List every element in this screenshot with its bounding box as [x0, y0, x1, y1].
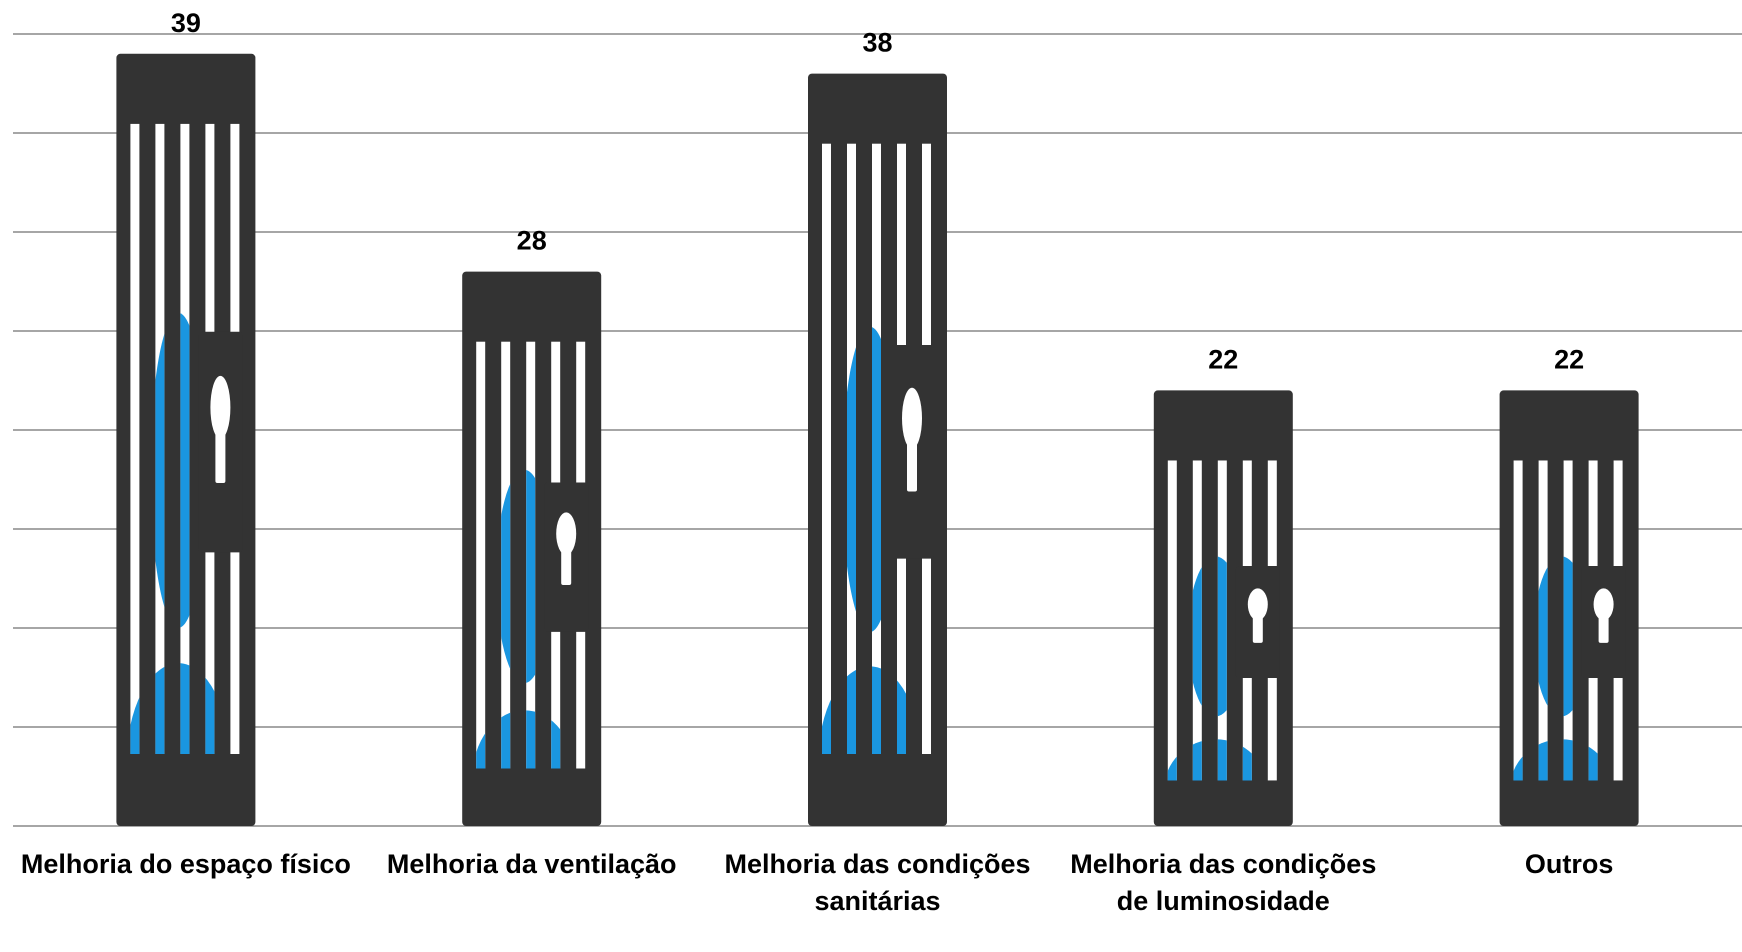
keyhole: [1253, 604, 1263, 642]
keyhole: [907, 418, 917, 491]
value-label: 38: [862, 28, 892, 58]
x-tick-label: Melhoria do espaço físico: [16, 846, 356, 883]
value-label: 22: [1208, 344, 1238, 374]
x-tick-label: Melhoria das condições sanitárias: [708, 846, 1048, 920]
value-label: 39: [171, 8, 201, 38]
x-tick-label: Melhoria da ventilação: [362, 846, 702, 883]
x-tick-label: Melhoria das condições de luminosidade: [1053, 846, 1393, 920]
keyhole: [561, 534, 571, 585]
x-tick-label: Outros: [1399, 846, 1739, 883]
value-label: 28: [517, 226, 547, 256]
keyhole: [215, 407, 225, 483]
keyhole: [1599, 604, 1609, 642]
chart: 3928382222 Melhoria do espaço físicoMelh…: [0, 0, 1742, 952]
chart-svg: 39 28 38 22 22: [0, 0, 1742, 952]
value-label: 22: [1554, 344, 1584, 374]
